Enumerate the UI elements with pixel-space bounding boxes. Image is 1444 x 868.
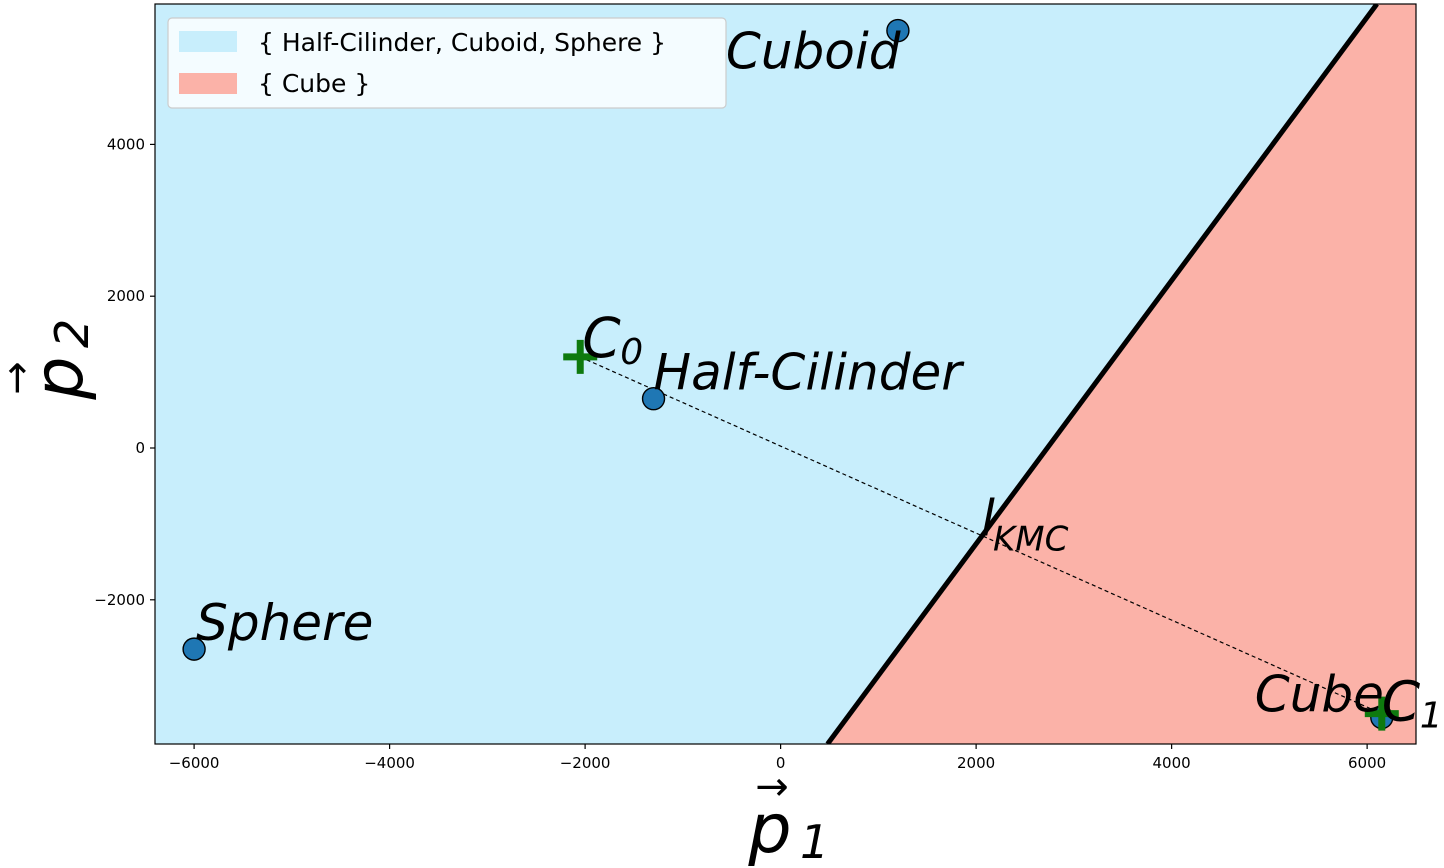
point-label-cuboid: Cuboid (726, 23, 901, 81)
svg-text:KMC: KMC (993, 519, 1069, 559)
x-tick-label: 6000 (1348, 754, 1386, 772)
point-sphere (182, 637, 206, 661)
svg-text:l: l (981, 489, 995, 547)
region-left-fill (155, 4, 1377, 744)
plot-frame (154, 3, 1417, 745)
point-half-cilinder (641, 386, 666, 411)
legend-swatch-cube (179, 73, 237, 94)
point-label-cube: Cube (1255, 665, 1384, 723)
x-axis-ticks: −6000 −4000 −2000 0 2000 4000 6000 (169, 744, 1386, 772)
y-tick-label: 2000 (107, 287, 145, 305)
boundary-line (825, 4, 1379, 744)
y-tick-label: −2000 (94, 591, 145, 609)
legend-box (167, 17, 727, 109)
x-tick-label: −4000 (364, 754, 415, 772)
x-axis-label: → p 1 (747, 764, 829, 868)
x-tick-label: −2000 (560, 754, 611, 772)
svg-text:p: p (20, 356, 99, 400)
centroid-marker-c0 (563, 339, 598, 374)
svg-text:C: C (1382, 670, 1421, 734)
x-tick-label: 0 (776, 754, 786, 772)
svg-text:C: C (582, 306, 621, 370)
svg-text:1: 1 (1420, 696, 1443, 737)
x-tick-label: −6000 (169, 754, 220, 772)
y-tick-label: 0 (135, 439, 145, 457)
svg-text:→: → (755, 764, 789, 810)
point-label-sphere: Sphere (196, 594, 373, 652)
legend-label-cube: { Cube } (258, 69, 370, 98)
svg-text:1: 1 (800, 815, 829, 868)
point-label-half-cilinder: Half-Cilinder (654, 344, 966, 402)
legend-label-half-cilinder-cuboid-sphere: { Half-Cilinder, Cuboid, Sphere } (258, 28, 666, 57)
point-cuboid (886, 18, 910, 43)
svg-text:→: → (0, 361, 40, 395)
svg-text:0: 0 (620, 332, 643, 373)
centroids-layer (563, 339, 1399, 731)
y-axis-label: → p 2 (0, 319, 99, 401)
legend-swatch-half-cilinder-cuboid-sphere (179, 31, 237, 52)
svg-text:p: p (747, 790, 791, 868)
legend: { Half-Cilinder, Cuboid, Sphere } { Cube… (167, 17, 727, 109)
region-right-fill (827, 4, 1416, 744)
dashed-connector-line (579, 356, 1383, 715)
y-axis-ticks: −2000 0 2000 4000 (94, 135, 155, 609)
svg-text:2: 2 (45, 319, 99, 348)
x-tick-label: 4000 (1153, 754, 1191, 772)
y-tick-label: 4000 (107, 135, 145, 153)
x-tick-label: 2000 (957, 754, 995, 772)
centroid-marker-c1 (1364, 696, 1399, 731)
